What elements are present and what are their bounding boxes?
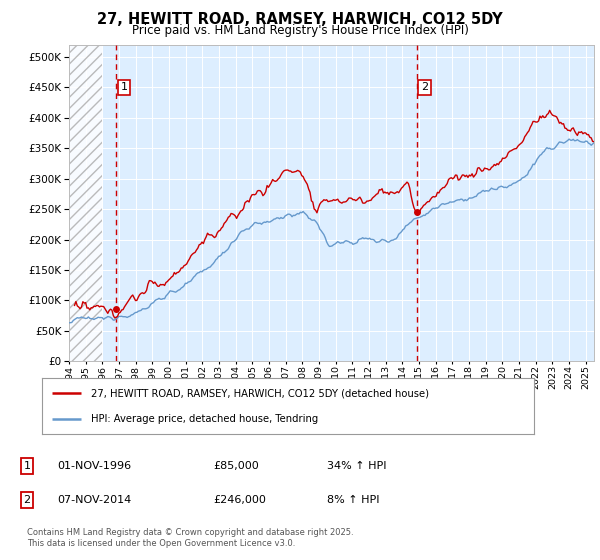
Text: 01-NOV-1996: 01-NOV-1996 bbox=[57, 461, 131, 471]
Text: HPI: Average price, detached house, Tendring: HPI: Average price, detached house, Tend… bbox=[91, 414, 319, 424]
Text: £246,000: £246,000 bbox=[213, 495, 266, 505]
Text: 2: 2 bbox=[421, 82, 428, 92]
Text: 1: 1 bbox=[23, 461, 31, 471]
Bar bbox=[69, 45, 103, 361]
Text: Price paid vs. HM Land Registry's House Price Index (HPI): Price paid vs. HM Land Registry's House … bbox=[131, 24, 469, 37]
Text: 34% ↑ HPI: 34% ↑ HPI bbox=[327, 461, 386, 471]
Text: 1: 1 bbox=[121, 82, 127, 92]
Text: 8% ↑ HPI: 8% ↑ HPI bbox=[327, 495, 380, 505]
Text: 27, HEWITT ROAD, RAMSEY, HARWICH, CO12 5DY: 27, HEWITT ROAD, RAMSEY, HARWICH, CO12 5… bbox=[97, 12, 503, 27]
Text: 2: 2 bbox=[23, 495, 31, 505]
Text: Contains HM Land Registry data © Crown copyright and database right 2025.
This d: Contains HM Land Registry data © Crown c… bbox=[27, 528, 353, 548]
Text: 27, HEWITT ROAD, RAMSEY, HARWICH, CO12 5DY (detached house): 27, HEWITT ROAD, RAMSEY, HARWICH, CO12 5… bbox=[91, 388, 429, 398]
Text: £85,000: £85,000 bbox=[213, 461, 259, 471]
Text: 07-NOV-2014: 07-NOV-2014 bbox=[57, 495, 131, 505]
